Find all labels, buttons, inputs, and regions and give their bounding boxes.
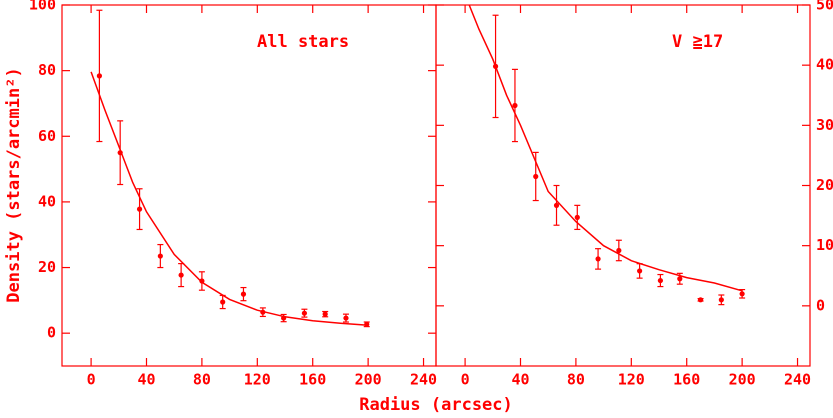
data-point [616,247,622,254]
fit-curve [468,5,743,292]
x-tick-label: 0 [87,371,96,389]
y-tick-label: 40 [816,56,833,74]
data-point [533,173,539,180]
y-tick-label: 60 [38,127,56,145]
data-point [178,272,184,278]
plot-frame [61,4,437,367]
data-point [677,276,683,282]
data-point [157,253,163,259]
y-axis-label: Density (stars/arcmin²) [4,67,24,302]
x-tick-label: 120 [618,371,645,389]
data-point [281,315,287,321]
data-point [574,214,580,220]
data-point [492,63,499,69]
y-tick-label: 0 [47,324,56,342]
y-tick-label: 20 [38,258,56,276]
data-point [322,311,328,317]
x-axis-label: Radius (arcsec) [359,395,513,415]
data-point [96,73,102,79]
y-tick-label: 20 [816,176,833,194]
y-tick-label: 0 [816,296,825,314]
fit-curve [90,71,369,327]
data-point [697,297,704,303]
data-point [117,150,123,156]
data-point [220,299,226,305]
y-tick-label: 80 [38,61,56,79]
data-point [364,321,370,327]
x-tick-label: 160 [673,371,700,389]
data-point [260,309,266,315]
x-tick-label: 40 [511,371,529,389]
data-point [136,206,143,212]
y-tick-label: 100 [29,0,56,14]
data-point [718,297,724,303]
plot-area [468,5,746,306]
data-point [595,256,601,262]
annotation: All stars [257,32,349,52]
y-tick-label: 10 [816,236,833,254]
y-tick-label: 30 [816,116,833,134]
x-tick-label: 80 [567,371,585,389]
data-point [240,291,247,297]
x-tick-label: 200 [355,371,382,389]
data-point [301,310,308,316]
data-point [343,315,349,321]
data-point [637,268,643,274]
x-tick-label: 0 [461,371,470,389]
data-point [199,278,205,284]
annotation: V ≧17 [672,32,723,52]
data-point [512,102,518,109]
data-point [739,291,745,297]
y-tick-label: 40 [38,192,56,210]
x-tick-label: 40 [137,371,155,389]
data-point [553,202,560,208]
data-point [657,277,664,284]
x-tick-label: 160 [299,371,326,389]
x-tick-label: 240 [784,371,811,389]
x-tick-label: 240 [410,371,437,389]
x-tick-label: 80 [193,371,211,389]
plot-area [90,9,370,328]
y-tick-label: 50 [816,0,833,14]
x-tick-label: 200 [729,371,756,389]
x-tick-label: 120 [244,371,271,389]
